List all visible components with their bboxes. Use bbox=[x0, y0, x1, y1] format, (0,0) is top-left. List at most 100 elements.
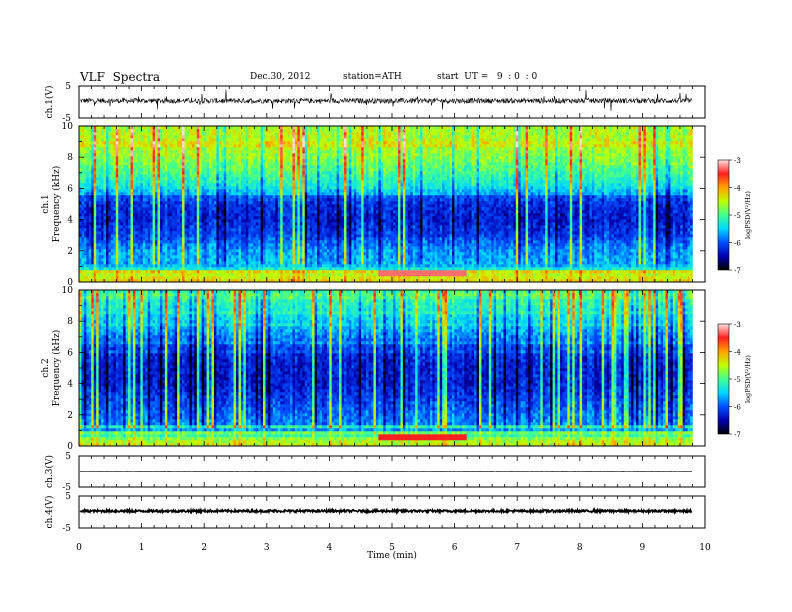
heatmap-cell bbox=[91, 177, 94, 180]
heatmap-cell bbox=[297, 204, 300, 207]
heatmap-cell bbox=[165, 156, 168, 159]
heatmap-cell bbox=[290, 222, 293, 225]
heatmap-cell bbox=[199, 141, 202, 144]
heatmap-cell bbox=[285, 231, 288, 234]
heatmap-cell bbox=[209, 162, 212, 165]
heatmap-cell bbox=[175, 180, 178, 183]
heatmap-cell bbox=[165, 231, 168, 234]
heatmap-cell bbox=[170, 255, 173, 258]
heatmap-cell bbox=[104, 195, 107, 198]
heatmap-cell bbox=[231, 144, 234, 147]
heatmap-cell bbox=[180, 198, 183, 201]
heatmap-cell bbox=[216, 168, 219, 171]
heatmap-cell bbox=[128, 243, 131, 246]
heatmap-cell bbox=[209, 237, 212, 240]
heatmap-cell bbox=[226, 255, 229, 258]
heatmap-cell bbox=[96, 249, 99, 252]
heatmap-cell bbox=[140, 153, 143, 156]
heatmap-cell bbox=[199, 147, 202, 150]
heatmap-cell bbox=[288, 246, 291, 249]
heatmap-cell bbox=[295, 204, 298, 207]
heatmap-cell bbox=[258, 204, 261, 207]
heatmap-cell bbox=[243, 150, 246, 153]
heatmap-cell bbox=[197, 135, 200, 138]
heatmap-cell bbox=[256, 207, 259, 210]
heatmap-cell bbox=[128, 141, 131, 144]
heatmap-cell bbox=[177, 276, 180, 279]
heatmap-cell bbox=[106, 168, 109, 171]
heatmap-cell bbox=[221, 174, 224, 177]
heatmap-cell bbox=[266, 252, 269, 255]
heatmap-cell bbox=[172, 168, 175, 171]
heatmap-cell bbox=[288, 129, 291, 132]
heatmap-cell bbox=[275, 243, 278, 246]
heatmap-cell bbox=[84, 132, 87, 135]
heatmap-cell bbox=[202, 252, 205, 255]
heatmap-cell bbox=[224, 264, 227, 267]
heatmap-cell bbox=[239, 168, 242, 171]
heatmap-cell bbox=[133, 141, 136, 144]
heatmap-cell bbox=[177, 195, 180, 198]
heatmap-cell bbox=[270, 252, 273, 255]
heatmap-cell bbox=[113, 153, 116, 156]
heatmap-cell bbox=[256, 156, 259, 159]
heatmap-cell bbox=[160, 246, 163, 249]
heatmap-cell bbox=[94, 270, 97, 273]
heatmap-cell bbox=[295, 225, 298, 228]
heatmap-cell bbox=[162, 171, 165, 174]
heatmap-cell bbox=[216, 270, 219, 273]
heatmap-cell bbox=[162, 165, 165, 168]
heatmap-cell bbox=[180, 210, 183, 213]
heatmap-cell bbox=[145, 189, 148, 192]
heatmap-cell bbox=[261, 255, 264, 258]
heatmap-cell bbox=[155, 213, 158, 216]
heatmap-cell bbox=[209, 243, 212, 246]
heatmap-cell bbox=[140, 234, 143, 237]
heatmap-cell bbox=[209, 267, 212, 270]
heatmap-cell bbox=[140, 177, 143, 180]
heatmap-cell bbox=[263, 183, 266, 186]
heatmap-cell bbox=[180, 189, 183, 192]
heatmap-cell bbox=[126, 186, 129, 189]
heatmap-cell bbox=[145, 231, 148, 234]
heatmap-cell bbox=[180, 276, 183, 279]
heatmap-cell bbox=[202, 195, 205, 198]
heatmap-cell bbox=[145, 177, 148, 180]
heatmap-cell bbox=[175, 237, 178, 240]
heatmap-cell bbox=[172, 141, 175, 144]
heatmap-cell bbox=[305, 222, 308, 225]
heatmap-cell bbox=[256, 255, 259, 258]
heatmap-cell bbox=[246, 204, 249, 207]
heatmap-cell bbox=[106, 192, 109, 195]
heatmap-cell bbox=[81, 237, 84, 240]
heatmap-cell bbox=[268, 174, 271, 177]
heatmap-cell bbox=[307, 135, 310, 138]
heatmap-cell bbox=[268, 273, 271, 276]
heatmap-cell bbox=[204, 174, 207, 177]
heatmap-cell bbox=[118, 261, 121, 264]
heatmap-cell bbox=[214, 201, 217, 204]
heatmap-cell bbox=[270, 228, 273, 231]
heatmap-cell bbox=[185, 189, 188, 192]
heatmap-cell bbox=[253, 219, 256, 222]
heatmap-cell bbox=[160, 171, 163, 174]
heatmap-cell bbox=[153, 222, 156, 225]
heatmap-cell bbox=[251, 174, 254, 177]
heatmap-cell bbox=[212, 141, 215, 144]
heatmap-cell bbox=[258, 195, 261, 198]
heatmap-cell bbox=[118, 171, 121, 174]
heatmap-cell bbox=[234, 237, 237, 240]
heatmap-cell bbox=[194, 252, 197, 255]
heatmap-cell bbox=[194, 201, 197, 204]
heatmap-cell bbox=[204, 210, 207, 213]
heatmap-cell bbox=[288, 237, 291, 240]
heatmap-cell bbox=[155, 210, 158, 213]
heatmap-cell bbox=[216, 189, 219, 192]
heatmap-cell bbox=[91, 132, 94, 135]
heatmap-cell bbox=[290, 165, 293, 168]
heatmap-cell bbox=[150, 243, 153, 246]
heatmap-cell bbox=[268, 141, 271, 144]
heatmap-cell bbox=[251, 156, 254, 159]
heatmap-cell bbox=[231, 198, 234, 201]
heatmap-cell bbox=[118, 192, 121, 195]
